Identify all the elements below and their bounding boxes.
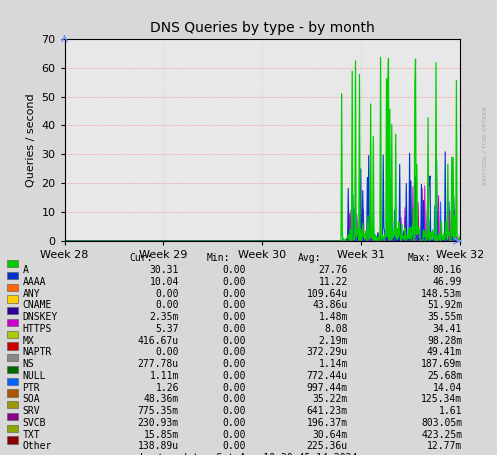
Text: 423.25m: 423.25m — [421, 430, 462, 440]
Text: SRV: SRV — [22, 406, 40, 416]
Text: 277.78u: 277.78u — [138, 359, 179, 369]
Text: 0.00: 0.00 — [223, 324, 246, 334]
Text: 803.05m: 803.05m — [421, 418, 462, 428]
Text: 0.00: 0.00 — [223, 383, 246, 393]
Text: 1.14m: 1.14m — [319, 359, 348, 369]
Text: 10.04: 10.04 — [150, 277, 179, 287]
Text: 25.68m: 25.68m — [427, 371, 462, 381]
Text: 51.92m: 51.92m — [427, 300, 462, 310]
Text: SVCB: SVCB — [22, 418, 46, 428]
Text: 0.00: 0.00 — [156, 300, 179, 310]
Text: 5.37: 5.37 — [156, 324, 179, 334]
Text: 0.00: 0.00 — [156, 347, 179, 357]
Text: 148.53m: 148.53m — [421, 288, 462, 298]
Text: 30.31: 30.31 — [150, 265, 179, 275]
Text: 196.37m: 196.37m — [307, 418, 348, 428]
Text: 0.00: 0.00 — [223, 430, 246, 440]
Text: 1.61: 1.61 — [439, 406, 462, 416]
Text: 0.00: 0.00 — [223, 312, 246, 322]
Text: SOA: SOA — [22, 394, 40, 404]
Text: 98.28m: 98.28m — [427, 336, 462, 346]
Text: 2.19m: 2.19m — [319, 336, 348, 346]
Text: 1.26: 1.26 — [156, 383, 179, 393]
Title: DNS Queries by type - by month: DNS Queries by type - by month — [150, 21, 375, 35]
Text: 0.00: 0.00 — [223, 406, 246, 416]
Text: 46.99: 46.99 — [433, 277, 462, 287]
Text: MX: MX — [22, 336, 34, 346]
Text: 0.00: 0.00 — [223, 300, 246, 310]
Text: 8.08: 8.08 — [325, 324, 348, 334]
Text: 772.44u: 772.44u — [307, 371, 348, 381]
Text: 0.00: 0.00 — [223, 418, 246, 428]
Text: 372.29u: 372.29u — [307, 347, 348, 357]
Text: CNAME: CNAME — [22, 300, 52, 310]
Text: NAPTR: NAPTR — [22, 347, 52, 357]
Text: 0.00: 0.00 — [223, 394, 246, 404]
Text: HTTPS: HTTPS — [22, 324, 52, 334]
Text: 416.67u: 416.67u — [138, 336, 179, 346]
Text: 125.34m: 125.34m — [421, 394, 462, 404]
Text: Avg:: Avg: — [298, 253, 322, 263]
Text: 0.00: 0.00 — [156, 288, 179, 298]
Text: 187.69m: 187.69m — [421, 359, 462, 369]
Text: 48.36m: 48.36m — [144, 394, 179, 404]
Text: 43.86u: 43.86u — [313, 300, 348, 310]
Text: 109.64u: 109.64u — [307, 288, 348, 298]
Text: 15.85m: 15.85m — [144, 430, 179, 440]
Text: 12.77m: 12.77m — [427, 441, 462, 451]
Y-axis label: Queries / second: Queries / second — [26, 93, 36, 187]
Text: 0.00: 0.00 — [223, 359, 246, 369]
Text: 27.76: 27.76 — [319, 265, 348, 275]
Text: 0.00: 0.00 — [223, 441, 246, 451]
Text: 0.00: 0.00 — [223, 336, 246, 346]
Text: 230.93m: 230.93m — [138, 418, 179, 428]
Text: Cur:: Cur: — [129, 253, 153, 263]
Text: 0.00: 0.00 — [223, 347, 246, 357]
Text: 1.11m: 1.11m — [150, 371, 179, 381]
Text: 775.35m: 775.35m — [138, 406, 179, 416]
Text: NS: NS — [22, 359, 34, 369]
Text: 30.64m: 30.64m — [313, 430, 348, 440]
Text: 225.36u: 225.36u — [307, 441, 348, 451]
Text: 641.23m: 641.23m — [307, 406, 348, 416]
Text: ANY: ANY — [22, 288, 40, 298]
Text: 0.00: 0.00 — [223, 288, 246, 298]
Text: TXT: TXT — [22, 430, 40, 440]
Text: 34.41: 34.41 — [433, 324, 462, 334]
Text: 1.48m: 1.48m — [319, 312, 348, 322]
Text: Max:: Max: — [408, 253, 431, 263]
Text: NULL: NULL — [22, 371, 46, 381]
Text: 997.44m: 997.44m — [307, 383, 348, 393]
Text: 2.35m: 2.35m — [150, 312, 179, 322]
Text: 11.22: 11.22 — [319, 277, 348, 287]
Text: 0.00: 0.00 — [223, 277, 246, 287]
Text: Min:: Min: — [206, 253, 230, 263]
Text: AAAA: AAAA — [22, 277, 46, 287]
Text: Last update: Sat Aug 10 20:45:14 2024: Last update: Sat Aug 10 20:45:14 2024 — [140, 453, 357, 455]
Text: Other: Other — [22, 441, 52, 451]
Text: 49.41m: 49.41m — [427, 347, 462, 357]
Text: DNSKEY: DNSKEY — [22, 312, 58, 322]
Text: 35.22m: 35.22m — [313, 394, 348, 404]
Text: 0.00: 0.00 — [223, 371, 246, 381]
Text: RRDTOOL / TOBI OETKER: RRDTOOL / TOBI OETKER — [482, 106, 487, 185]
Text: PTR: PTR — [22, 383, 40, 393]
Text: 14.04: 14.04 — [433, 383, 462, 393]
Text: A: A — [22, 265, 28, 275]
Text: 80.16: 80.16 — [433, 265, 462, 275]
Text: 0.00: 0.00 — [223, 265, 246, 275]
Text: 35.55m: 35.55m — [427, 312, 462, 322]
Text: 138.89u: 138.89u — [138, 441, 179, 451]
